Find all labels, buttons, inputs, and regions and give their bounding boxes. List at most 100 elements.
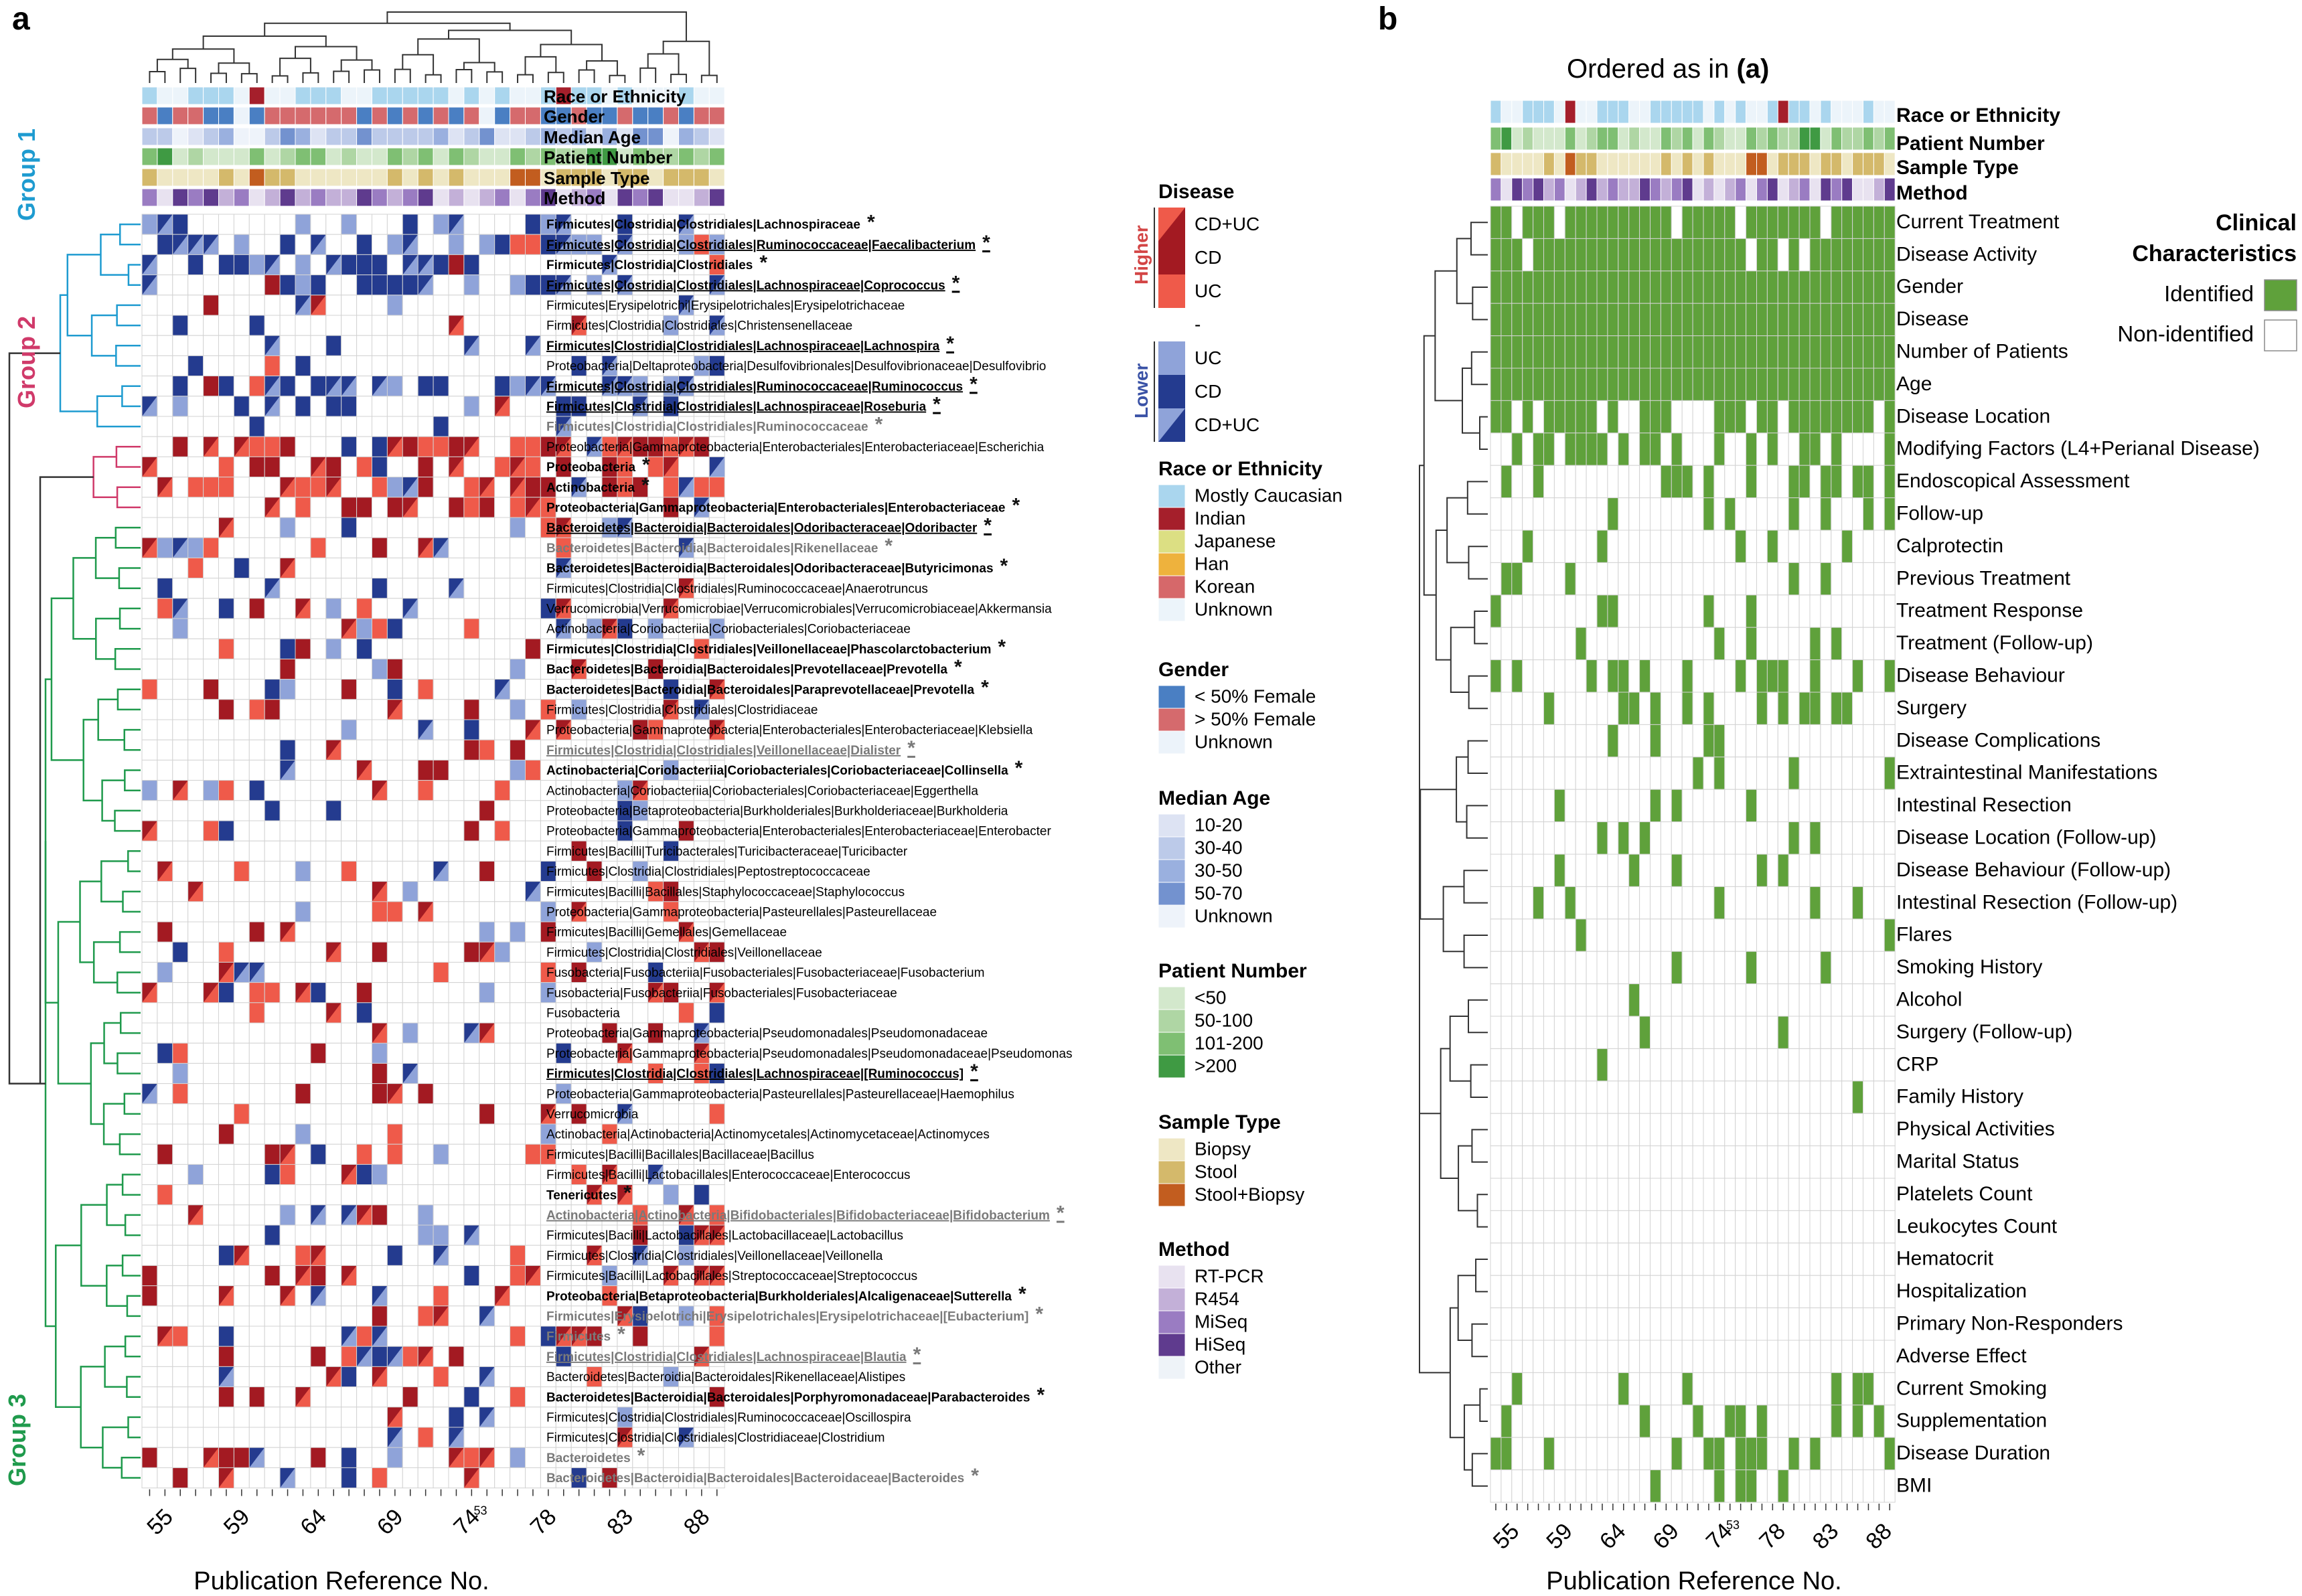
characteristic-cell — [1884, 983, 1896, 1017]
heatmap-cell — [525, 355, 541, 377]
annotation-cell — [248, 86, 265, 105]
characteristic-cell — [1533, 1243, 1545, 1276]
characteristic-cell — [1553, 1178, 1565, 1211]
heatmap-cell — [141, 1164, 158, 1186]
heatmap-cell — [157, 800, 173, 821]
characteristic-cell — [1852, 627, 1864, 661]
characteristic-cell — [1671, 238, 1683, 272]
heatmap-cell — [325, 1184, 342, 1206]
characteristic-cell — [1884, 821, 1896, 855]
heatmap-cell — [341, 436, 358, 457]
heatmap-cell — [172, 557, 189, 579]
characteristic-cell — [1607, 206, 1619, 239]
characteristic-cell — [1596, 1405, 1608, 1438]
heatmap-cell-split — [264, 396, 281, 416]
taxon-label: Firmicutes|Bacilli|Bacillales|Bacillacea… — [546, 1148, 814, 1162]
heatmap-cell — [417, 477, 434, 498]
heatmap-cell — [218, 1386, 234, 1408]
heatmap-cell — [279, 699, 296, 720]
heatmap-cell — [417, 699, 434, 720]
heatmap-cell — [325, 1143, 342, 1165]
characteristic-cell — [1501, 1307, 1513, 1341]
characteristic-cell — [1660, 432, 1672, 466]
characteristic-cell — [1777, 1405, 1789, 1438]
heatmap-cell — [386, 941, 403, 963]
heatmap-cell — [417, 820, 434, 842]
heatmap-cell — [218, 800, 234, 821]
heatmap-cell — [693, 456, 710, 478]
heatmap-cell — [157, 961, 173, 983]
characteristic-cell — [1681, 432, 1693, 466]
annotation-cell — [1607, 127, 1619, 151]
characteristic-cell — [1543, 335, 1555, 369]
heatmap-cell — [479, 355, 495, 377]
legend-item-label: Stool — [1195, 1162, 1237, 1182]
characteristic-cell — [1703, 368, 1715, 401]
heatmap-cell — [325, 1467, 342, 1489]
legend-lower-label: Lower — [1131, 363, 1152, 418]
characteristic-cell — [1703, 983, 1715, 1017]
characteristic-cell — [1873, 562, 1885, 596]
heatmap-cell — [295, 1285, 311, 1307]
characteristic-cell — [1713, 1340, 1725, 1373]
characteristic-cell — [1798, 692, 1811, 725]
annotation-cell — [1618, 127, 1630, 151]
characteristic-cell — [1660, 983, 1672, 1017]
characteristic-cell — [1681, 1243, 1693, 1276]
annotation-cell — [479, 86, 495, 105]
heatmap-cell — [525, 618, 541, 639]
characteristic-cell — [1607, 1275, 1619, 1309]
heatmap-cell — [433, 315, 449, 336]
heatmap-cell — [233, 739, 250, 761]
heatmap-cell — [295, 396, 311, 417]
characteristic-cell — [1671, 789, 1683, 823]
characteristic-cell — [1543, 1275, 1555, 1309]
heatmap-cell — [402, 416, 418, 437]
characteristic-cell — [1703, 627, 1715, 661]
characteristic-cell — [1490, 789, 1502, 823]
taxon-label: Verrucomicrobia — [546, 1108, 639, 1122]
characteristic-cell — [1756, 1048, 1768, 1082]
characteristic-cell — [1628, 530, 1640, 563]
characteristic-cell — [1553, 756, 1565, 790]
heatmap-cell — [264, 679, 281, 700]
heatmap-cell — [510, 1204, 526, 1226]
characteristic-cell — [1788, 1145, 1800, 1179]
heatmap-cell — [141, 901, 158, 923]
heatmap-cell — [310, 1062, 327, 1085]
annotation-cell — [1628, 100, 1640, 124]
characteristic-cell — [1777, 659, 1789, 693]
heatmap-cell — [494, 1467, 511, 1489]
characteristic-cell — [1511, 594, 1523, 628]
heatmap-cell — [479, 618, 495, 639]
characteristic-cell — [1884, 919, 1896, 952]
heatmap-cell — [341, 1103, 358, 1125]
characteristic-cell — [1703, 465, 1715, 499]
characteristic-cell — [1703, 1243, 1715, 1276]
annotation-label-sample: Sample Type — [544, 168, 649, 188]
heatmap-cell — [372, 618, 388, 639]
characteristic-cell — [1607, 1048, 1619, 1082]
characteristic-cell — [1703, 1469, 1715, 1503]
legend-item-label: 101-200 — [1195, 1033, 1263, 1054]
heatmap-cell — [678, 1002, 694, 1024]
dendrogram-branch — [586, 60, 618, 76]
heatmap-cell — [295, 456, 311, 478]
heatmap-cell — [510, 881, 526, 902]
characteristic-cell — [1596, 1210, 1608, 1244]
characteristic-cell — [1831, 821, 1843, 855]
characteristic-cell — [1490, 1178, 1502, 1211]
heatmap-cell — [157, 1164, 173, 1186]
characteristic-cell — [1586, 1016, 1598, 1049]
heatmap-cell — [203, 800, 220, 821]
legend-swatch — [1158, 685, 1186, 709]
characteristic-cell — [1522, 400, 1534, 434]
heatmap-cell — [279, 941, 296, 963]
heatmap-cell — [341, 1245, 358, 1266]
heatmap-cell — [510, 739, 526, 761]
characteristic-cell — [1852, 562, 1864, 596]
annotation-cell — [157, 188, 173, 207]
heatmap-cell — [279, 214, 296, 235]
characteristic-cell — [1501, 1469, 1513, 1503]
annotation-cell — [1756, 152, 1768, 176]
